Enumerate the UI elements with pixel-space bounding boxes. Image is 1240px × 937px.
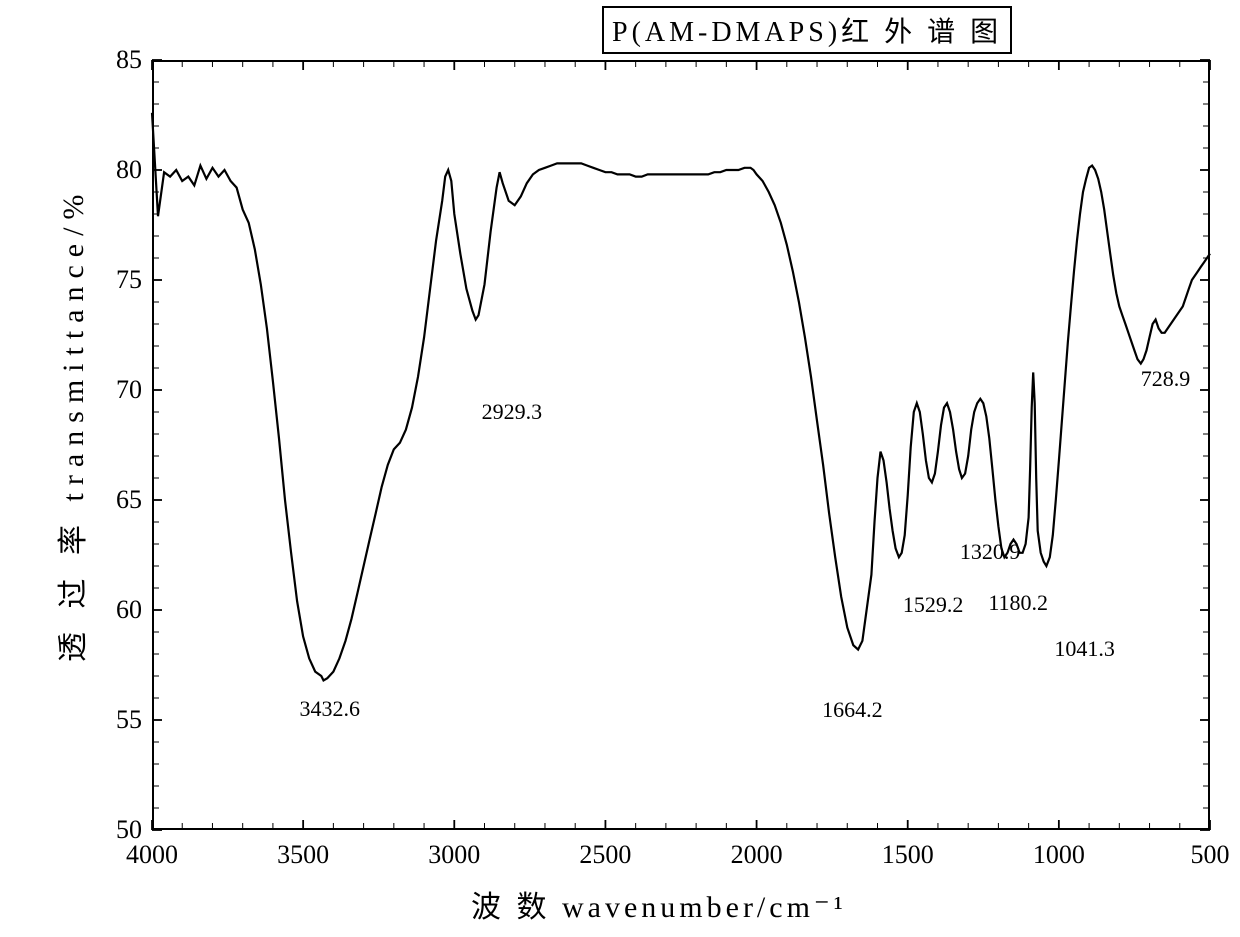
spectrum-svg [0, 0, 1240, 937]
peak-label: 728.9 [1141, 366, 1191, 392]
peak-label: 1664.2 [822, 697, 883, 723]
figure-canvas: P(AM-DMAPS)红 外 谱 图 透 过 率 transmittance/%… [0, 0, 1240, 937]
peak-label: 1041.3 [1054, 636, 1115, 662]
y-tick-label: 75 [96, 265, 142, 295]
x-axis-label: 波 数 wavenumber/cm⁻¹ [471, 882, 847, 926]
x-tick-label: 1000 [1019, 840, 1099, 870]
x-tick-label: 3000 [414, 840, 494, 870]
x-tick-label: 1500 [868, 840, 948, 870]
x-tick-label: 500 [1170, 840, 1240, 870]
x-tick-label: 4000 [112, 840, 192, 870]
spectrum-line [152, 113, 1210, 681]
peak-label: 1320.9 [960, 539, 1021, 565]
peak-label: 3432.6 [300, 696, 361, 722]
peak-label: 2929.3 [482, 399, 543, 425]
peak-label: 1180.2 [988, 590, 1048, 616]
x-tick-label: 2000 [717, 840, 797, 870]
y-tick-label: 80 [96, 155, 142, 185]
y-tick-label: 70 [96, 375, 142, 405]
x-tick-label: 3500 [263, 840, 343, 870]
peak-label: 1529.2 [903, 592, 964, 618]
y-tick-label: 60 [96, 595, 142, 625]
y-tick-label: 55 [96, 705, 142, 735]
y-tick-label: 65 [96, 485, 142, 515]
y-axis-label: 透 过 率 transmittance/% [48, 242, 92, 662]
y-tick-label: 85 [96, 45, 142, 75]
x-tick-label: 2500 [565, 840, 645, 870]
